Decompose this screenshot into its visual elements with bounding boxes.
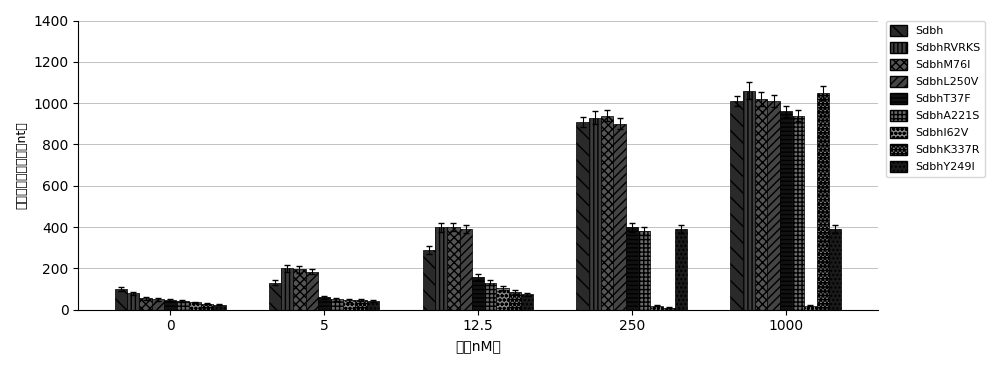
Bar [472, 277, 484, 310]
Bar [650, 305, 663, 310]
Bar [589, 118, 601, 310]
Bar [496, 288, 509, 310]
Bar [281, 268, 293, 310]
Bar [460, 229, 472, 310]
Bar [127, 293, 139, 310]
Bar [201, 304, 213, 310]
Bar [576, 122, 589, 310]
Bar [626, 227, 638, 310]
Bar [484, 283, 496, 310]
Bar [829, 229, 841, 310]
Bar [730, 101, 743, 310]
Bar [355, 300, 367, 310]
Bar [804, 305, 817, 310]
Bar [663, 308, 675, 310]
Bar [115, 289, 127, 310]
X-axis label: 酶（nM）: 酶（nM） [455, 339, 501, 353]
Bar [176, 301, 189, 310]
Bar [755, 99, 767, 310]
Bar [213, 305, 226, 310]
Bar [613, 124, 626, 310]
Bar [189, 302, 201, 310]
Bar [509, 292, 521, 310]
Bar [330, 300, 343, 310]
Bar [817, 93, 829, 310]
Bar [152, 300, 164, 310]
Bar [269, 283, 281, 310]
Bar [792, 116, 804, 310]
Bar [293, 269, 306, 310]
Bar [743, 91, 755, 310]
Bar [343, 300, 355, 310]
Bar [447, 227, 460, 310]
Bar [780, 112, 792, 310]
Bar [521, 294, 533, 310]
Bar [306, 272, 318, 310]
Bar [638, 231, 650, 310]
Bar [164, 300, 176, 310]
Y-axis label: 平均持续合成能力（nt）: 平均持续合成能力（nt） [15, 121, 28, 209]
Bar [601, 116, 613, 310]
Bar [767, 101, 780, 310]
Legend: Sdbh, SdbhRVRKS, SdbhM76I, SdbhL250V, SdbhT37F, SdbhA221S, SdbhI62V, SdbhK337R, : Sdbh, SdbhRVRKS, SdbhM76I, SdbhL250V, Sd… [886, 21, 985, 177]
Bar [435, 227, 447, 310]
Bar [139, 298, 152, 310]
Bar [367, 301, 379, 310]
Bar [423, 250, 435, 310]
Bar [318, 297, 330, 310]
Bar [675, 229, 687, 310]
